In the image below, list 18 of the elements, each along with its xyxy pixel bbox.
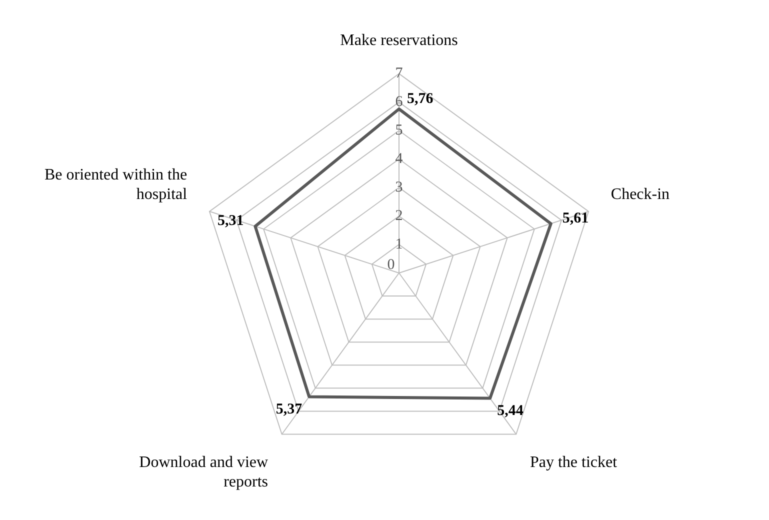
data-label: 5,76 <box>407 90 434 107</box>
spoke-label: Check-in <box>610 186 670 203</box>
data-label: 5,37 <box>276 402 303 418</box>
data-label: 5,31 <box>218 213 244 230</box>
y-tick-label: 6 <box>395 94 404 110</box>
spoke-label: Be oriented within the hospital <box>44 166 188 203</box>
y-tick-label: 1 <box>395 236 403 252</box>
spoke-label: Make reservations <box>340 32 458 49</box>
y-tick-label: 7 <box>395 66 404 82</box>
y-tick-label: 3 <box>395 180 403 196</box>
data-label: 5,61 <box>562 210 589 227</box>
y-tick-label: 4 <box>395 151 404 168</box>
spoke-label: Pay the ticket <box>530 454 618 472</box>
y-tick-label: 2 <box>395 208 403 224</box>
y-tick-label: 5 <box>395 122 403 139</box>
spoke-label: Download and view reports <box>139 454 268 490</box>
data-label: 5,44 <box>497 403 524 420</box>
y-tick-label: 0 <box>387 256 395 273</box>
